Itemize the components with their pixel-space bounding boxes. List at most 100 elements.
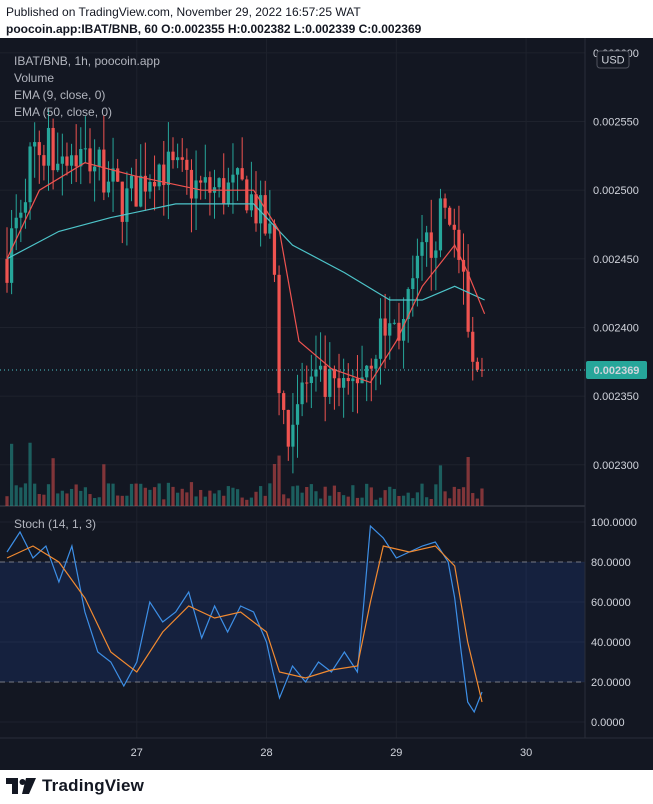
published-line: Published on TradingView.com, November 2…: [6, 5, 361, 19]
volume-bar: [235, 489, 240, 506]
volume-bar: [231, 487, 235, 506]
price-tick-label: 0.002550: [593, 117, 639, 129]
candle-body: [69, 155, 74, 166]
volume-bar: [300, 492, 304, 506]
volume-bar: [374, 499, 378, 506]
volume-bar: [383, 490, 387, 506]
candle-body: [9, 228, 14, 283]
volume-bar: [185, 492, 189, 506]
volume-bar: [360, 497, 364, 506]
price-tick-label: 0.002400: [593, 322, 639, 334]
candle-body: [42, 155, 46, 166]
candle-body: [139, 175, 143, 207]
price-tick-label: 0.002500: [593, 185, 639, 197]
tradingview-logo-text: TradingView: [42, 776, 145, 795]
candle-body: [79, 149, 83, 167]
candle-body: [355, 378, 360, 384]
currency-label: USD: [601, 55, 624, 67]
volume-bar: [448, 498, 452, 506]
candle-body: [222, 178, 226, 205]
volume-bar: [212, 493, 217, 506]
candle-body: [180, 157, 184, 160]
candle-body: [176, 157, 180, 161]
candle-body: [46, 127, 51, 166]
symbol-ohlc-line: poocoin.app:IBAT/BNB, 60 O:0.002355 H:0.…: [6, 22, 422, 36]
time-axis[interactable]: 27 28 29 30: [131, 747, 533, 759]
price-tick-label: 0.002300: [593, 460, 639, 472]
volume-bar: [226, 486, 230, 506]
stoch-tick-label: 40.0000: [591, 637, 631, 649]
stoch-axis[interactable]: 100.0000 80.0000 60.0000 40.0000 20.0000 0.00…: [591, 517, 637, 729]
stoch-tick-label: 20.0000: [591, 677, 631, 689]
volume-bars: [5, 442, 484, 506]
stoch-d-line: [6, 545, 483, 703]
volume-bar: [429, 498, 433, 506]
volume-bar: [277, 455, 281, 506]
volume-bar: [180, 488, 184, 506]
volume-bar: [461, 487, 466, 506]
candle-body: [434, 250, 438, 258]
last-price-tag: [586, 361, 647, 380]
volume-bar: [28, 442, 32, 506]
volume-bar: [33, 483, 37, 506]
candle-body: [401, 319, 406, 341]
volume-bar: [166, 482, 171, 506]
volume-bar: [46, 484, 51, 506]
volume-bar: [286, 498, 290, 506]
candle-body: [263, 195, 267, 234]
legend-volume: Volume: [14, 71, 54, 85]
volume-bar: [415, 492, 420, 506]
volume-bar: [42, 494, 46, 506]
volume-bar: [378, 497, 383, 506]
candle-body: [295, 404, 300, 425]
candle-body: [93, 166, 97, 172]
candle-body: [397, 322, 401, 341]
legend-ema9: EMA (9, close, 0): [14, 88, 105, 102]
candle-body: [272, 223, 277, 275]
volume-bar: [116, 495, 120, 506]
candle-body: [148, 181, 152, 192]
candle-body: [425, 232, 429, 243]
volume-bar: [176, 492, 180, 506]
candle-body: [162, 164, 166, 186]
volume-bar: [111, 483, 115, 506]
volume-bar: [351, 485, 355, 506]
candle-body: [226, 182, 230, 205]
volume-bar: [397, 495, 401, 506]
volume-bar: [411, 498, 415, 506]
candle-body: [102, 149, 106, 193]
volume-bar: [65, 493, 69, 506]
candle-body: [249, 194, 254, 211]
currency-badge[interactable]: [596, 50, 630, 69]
stoch-k-line: [6, 524, 483, 714]
volume-bar: [388, 486, 392, 506]
volume-bar: [425, 497, 429, 506]
candle-body: [286, 409, 290, 447]
volume-bar: [97, 497, 101, 506]
candle-body: [342, 377, 346, 388]
volume-bar: [369, 487, 373, 506]
volume-bar: [471, 493, 475, 506]
volume-bar: [263, 495, 267, 506]
volume-bar: [438, 465, 443, 506]
candle-body: [392, 322, 396, 324]
volume-bar: [217, 490, 221, 506]
volume-bar: [37, 494, 41, 506]
candle-body: [254, 194, 258, 224]
candle-body: [291, 424, 295, 447]
candle-body: [337, 378, 341, 388]
candle-body: [157, 164, 161, 187]
candle-body: [259, 195, 263, 224]
candle-body: [56, 163, 60, 171]
candle-body: [388, 323, 392, 336]
candle-body: [208, 177, 212, 193]
volume-bar: [259, 486, 263, 506]
tradingview-logo[interactable]: TradingView: [6, 776, 144, 796]
volume-bar: [291, 486, 295, 506]
chart-area[interactable]: IBAT/BNB, 1h, poocoin.app Volume EMA (9,…: [0, 38, 653, 770]
candle-body: [33, 142, 37, 147]
candle-body: [471, 331, 475, 362]
volume-bar: [254, 491, 258, 506]
volume-bar: [5, 496, 9, 506]
stoch-tick-label: 60.0000: [591, 597, 631, 609]
